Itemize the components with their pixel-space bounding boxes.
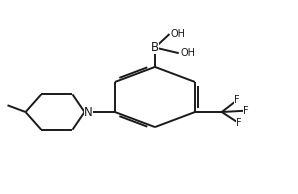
Text: F: F [243, 106, 248, 116]
Text: OH: OH [180, 48, 195, 58]
Text: F: F [236, 118, 241, 128]
Text: F: F [234, 95, 240, 105]
Text: OH: OH [171, 29, 186, 39]
Text: B: B [151, 41, 159, 54]
Text: N: N [84, 106, 92, 119]
